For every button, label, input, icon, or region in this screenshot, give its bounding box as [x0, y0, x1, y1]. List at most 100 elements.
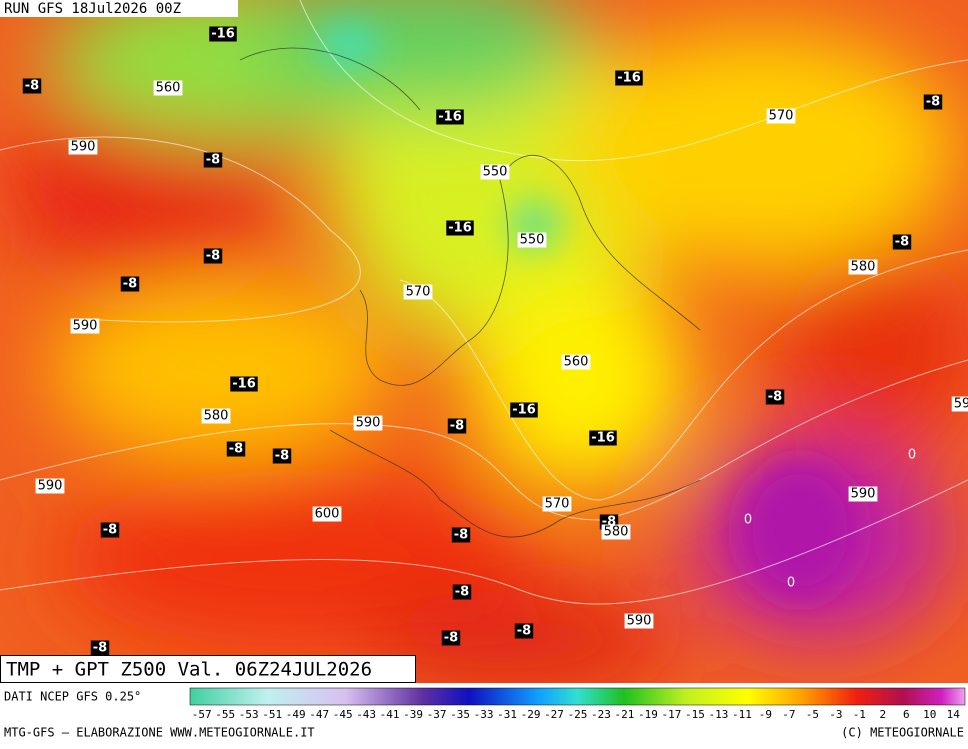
map-title: TMP + GPT Z500 Val. 06Z24JUL2026 — [6, 659, 372, 681]
label-box — [892, 234, 912, 250]
scale-label: -45 — [333, 708, 353, 721]
label-box — [226, 441, 246, 457]
contour-label: -16 — [617, 71, 641, 86]
scale-label: -13 — [708, 708, 728, 721]
scale-label: -55 — [215, 708, 235, 721]
credit: MTG-GFS — ELABORAZIONE WWW.METEOGIORNALE… — [4, 726, 315, 740]
contour-labels: -16 -8 560 -16 -8 -16 570 590 -8 550 -16 550 -8 -8 -8 5… — [22, 26, 968, 656]
scale-label: -7 — [782, 708, 795, 721]
label-box — [514, 623, 534, 639]
label-box — [120, 276, 140, 292]
scale-label: -15 — [685, 708, 705, 721]
contour-label: 0 — [744, 513, 752, 528]
scale-label: 6 — [903, 708, 910, 721]
label-box — [403, 284, 433, 300]
contour-label: -16 — [448, 221, 472, 236]
contour-label: 600 — [315, 507, 340, 522]
label-box — [615, 70, 643, 86]
contour-label: -8 — [103, 523, 117, 538]
contour-label: 0 — [787, 576, 795, 591]
scale-label: -11 — [732, 708, 752, 721]
contour-label: -8 — [768, 390, 782, 405]
contour-label: 570 — [545, 497, 570, 512]
scale-label: -53 — [239, 708, 259, 721]
scale-label: -37 — [427, 708, 447, 721]
contour-label: -8 — [93, 641, 107, 656]
color-scale — [189, 687, 966, 706]
scale-label: -47 — [309, 708, 329, 721]
data-source: DATI NCEP GFS 0.25° — [4, 690, 141, 704]
contour-label: -8 — [444, 631, 458, 646]
scale-label: -1 — [853, 708, 866, 721]
label-box — [201, 408, 231, 424]
label-box — [766, 108, 796, 124]
label-box — [601, 524, 631, 540]
label-box — [589, 430, 617, 446]
label-box — [542, 496, 572, 512]
scale-label: -35 — [450, 708, 470, 721]
color-scale-labels: -57 -55 -53 -51 -49 -47 -45 -43 -41 -39 -37 -35 -33-… — [192, 708, 960, 721]
contour-label: -8 — [450, 419, 464, 434]
coastlines — [239, 47, 701, 538]
contour-label: 560 — [564, 355, 589, 370]
contour-label: -8 — [455, 585, 469, 600]
contour-label: -8 — [926, 95, 940, 110]
contour-label: -8 — [229, 442, 243, 457]
label-box — [68, 139, 98, 155]
contour-label: 580 — [604, 525, 629, 540]
contour-label: -16 — [211, 27, 235, 42]
contour-label: 590 — [627, 614, 652, 629]
contour-label: -8 — [123, 277, 137, 292]
contour-label: -16 — [591, 431, 615, 446]
scale-label: 10 — [923, 708, 936, 721]
contour-label: 590 — [73, 319, 98, 334]
contour-label: 0 — [908, 448, 916, 463]
label-box — [848, 259, 878, 275]
label-box — [22, 78, 42, 94]
label-box — [436, 109, 464, 125]
label-box — [272, 448, 292, 464]
label-box — [624, 613, 654, 629]
contour-label: -16 — [512, 403, 536, 418]
contour-label: -8 — [275, 449, 289, 464]
label-box — [848, 486, 878, 502]
map-field: -16 -8 560 -16 -8 -16 570 590 -8 550 -16 550 -8 -8 -8 5… — [0, 0, 968, 683]
scale-label: -39 — [403, 708, 423, 721]
label-box — [510, 402, 538, 418]
scale-label: -31 — [497, 708, 517, 721]
scale-label: -17 — [662, 708, 682, 721]
label-box — [452, 584, 472, 600]
title-box — [0, 655, 416, 683]
contour-label: 570 — [406, 285, 431, 300]
contour-label: 550 — [520, 233, 545, 248]
contour-label: -8 — [454, 528, 468, 543]
contour-label: -8 — [206, 153, 220, 168]
contour-label: 550 — [483, 165, 508, 180]
contour-label: 590 — [356, 416, 381, 431]
scale-label: 2 — [879, 708, 886, 721]
label-box — [70, 318, 100, 334]
scale-label: -25 — [568, 708, 588, 721]
scale-label: -19 — [638, 708, 658, 721]
contour-label: -8 — [517, 624, 531, 639]
contour-label: 590 — [851, 487, 876, 502]
scale-label: -29 — [521, 708, 541, 721]
label-box — [765, 389, 785, 405]
contour-label: 590 — [38, 479, 63, 494]
label-box — [312, 506, 342, 522]
label-box — [517, 232, 547, 248]
contour-label: 580 — [851, 260, 876, 275]
label-box — [209, 26, 237, 42]
contour-label: 590 — [71, 140, 96, 155]
contour-label: 580 — [204, 409, 229, 424]
scale-label: -33 — [474, 708, 494, 721]
contours — [0, 0, 968, 605]
label-box — [153, 80, 183, 96]
scale-label: -9 — [759, 708, 772, 721]
scale-label: -41 — [380, 708, 400, 721]
label-box — [446, 220, 474, 236]
run-box — [0, 0, 238, 17]
contour-label: -8 — [895, 235, 909, 250]
label-box — [353, 415, 383, 431]
